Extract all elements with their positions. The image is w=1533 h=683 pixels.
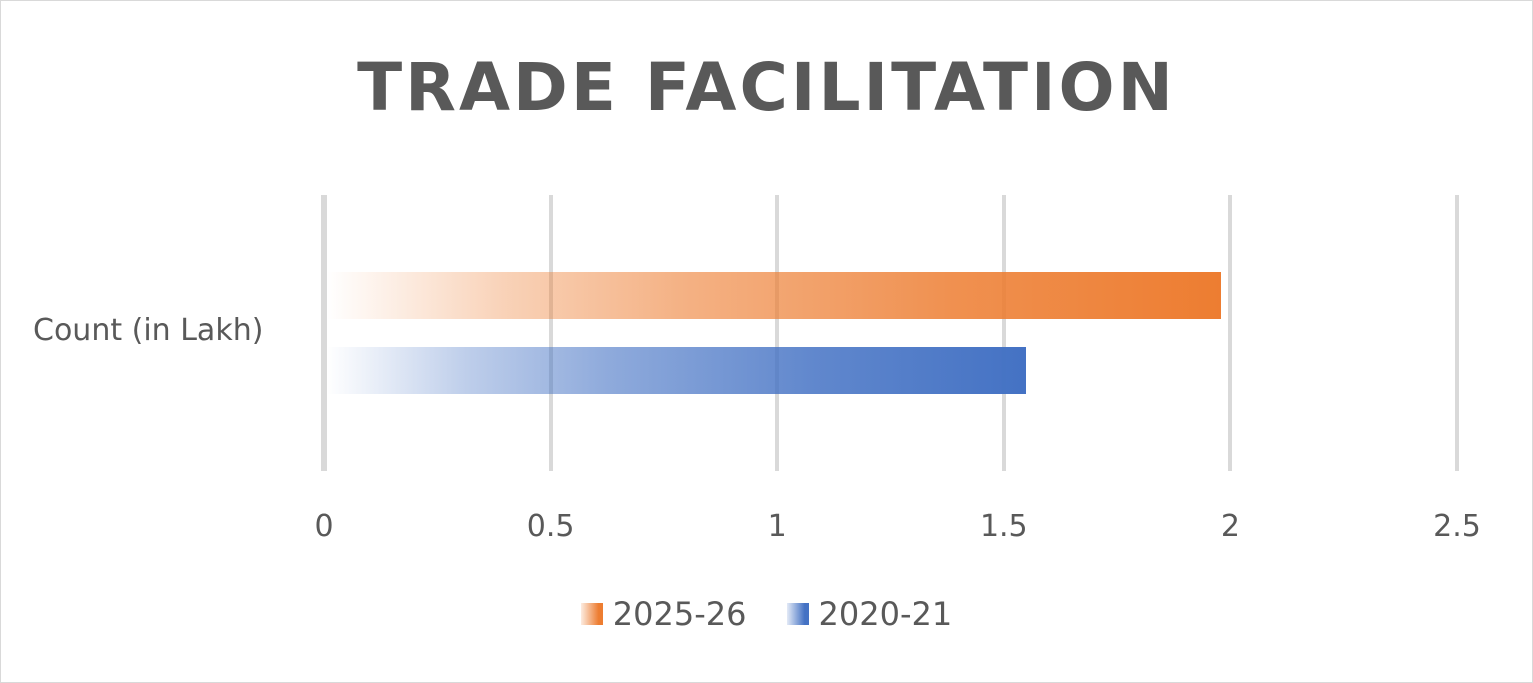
bar-2020-21[interactable]	[327, 347, 1027, 394]
legend-label: 2025-26	[612, 595, 747, 633]
legend-item-2020-21[interactable]: 2020-21	[786, 595, 953, 633]
gridline	[775, 195, 780, 471]
legend-swatch-orange-icon	[580, 603, 603, 625]
legend-swatch-blue-icon	[786, 603, 809, 625]
x-axis-line	[321, 195, 327, 471]
category-label: Count (in Lakh)	[33, 313, 264, 348]
x-tick-label: 1.5	[979, 509, 1028, 544]
legend-item-2025-26[interactable]: 2025-26	[580, 595, 747, 633]
x-tick-label: 0	[314, 509, 334, 544]
legend-label: 2020-21	[818, 595, 953, 633]
legend: 2025-26 2020-21	[1, 595, 1532, 633]
gridline	[1001, 195, 1006, 471]
x-tick-label: 1	[767, 509, 787, 544]
gridline	[1228, 195, 1233, 471]
bar-2025-26[interactable]	[327, 272, 1222, 319]
x-tick-label: 0.5	[526, 509, 575, 544]
gridline	[548, 195, 553, 471]
x-tick-label: 2.5	[1433, 509, 1481, 544]
chart-title: TRADE FACILITATION	[357, 49, 1176, 126]
x-tick-label: 2	[1220, 509, 1240, 544]
gridline	[1455, 195, 1459, 471]
